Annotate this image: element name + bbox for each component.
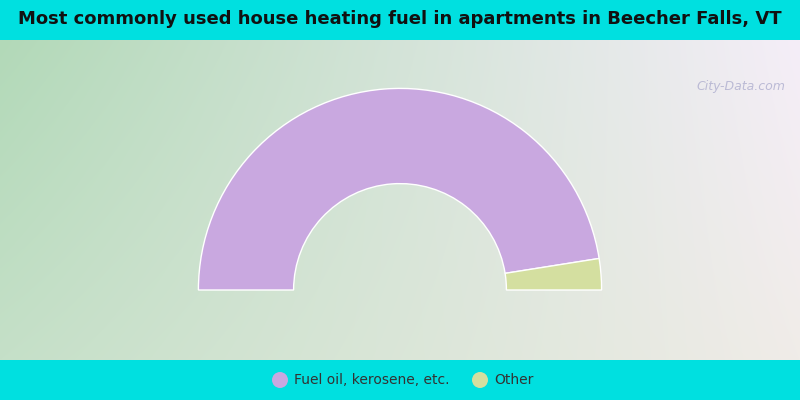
Ellipse shape — [272, 372, 288, 388]
Text: Other: Other — [494, 373, 534, 387]
Text: City-Data.com: City-Data.com — [696, 80, 785, 93]
Text: Fuel oil, kerosene, etc.: Fuel oil, kerosene, etc. — [294, 373, 450, 387]
Text: Most commonly used house heating fuel in apartments in Beecher Falls, VT: Most commonly used house heating fuel in… — [18, 10, 782, 28]
Bar — [0, 0, 800, 40]
Wedge shape — [505, 258, 602, 290]
Wedge shape — [198, 88, 599, 290]
Ellipse shape — [472, 372, 488, 388]
Bar — [0, 360, 800, 400]
